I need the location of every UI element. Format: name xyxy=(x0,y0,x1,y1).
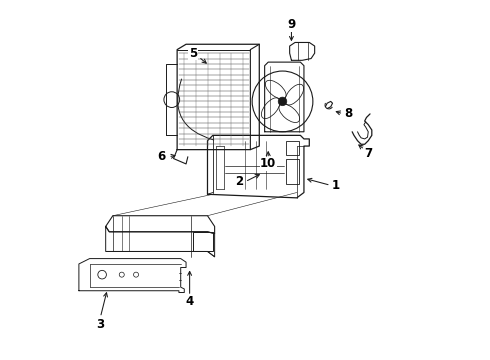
Text: 6: 6 xyxy=(157,150,165,163)
Text: 9: 9 xyxy=(287,18,295,31)
Text: 4: 4 xyxy=(186,295,194,308)
Bar xyxy=(286,158,298,184)
Text: 3: 3 xyxy=(96,318,104,331)
Text: 2: 2 xyxy=(236,175,244,188)
Text: 1: 1 xyxy=(332,179,340,192)
Text: 5: 5 xyxy=(189,47,197,60)
Text: 7: 7 xyxy=(364,147,372,160)
Bar xyxy=(193,232,213,251)
Text: 8: 8 xyxy=(344,107,353,120)
Circle shape xyxy=(278,97,287,106)
FancyArrowPatch shape xyxy=(178,79,214,140)
Bar xyxy=(286,141,298,155)
Text: 10: 10 xyxy=(260,157,276,170)
